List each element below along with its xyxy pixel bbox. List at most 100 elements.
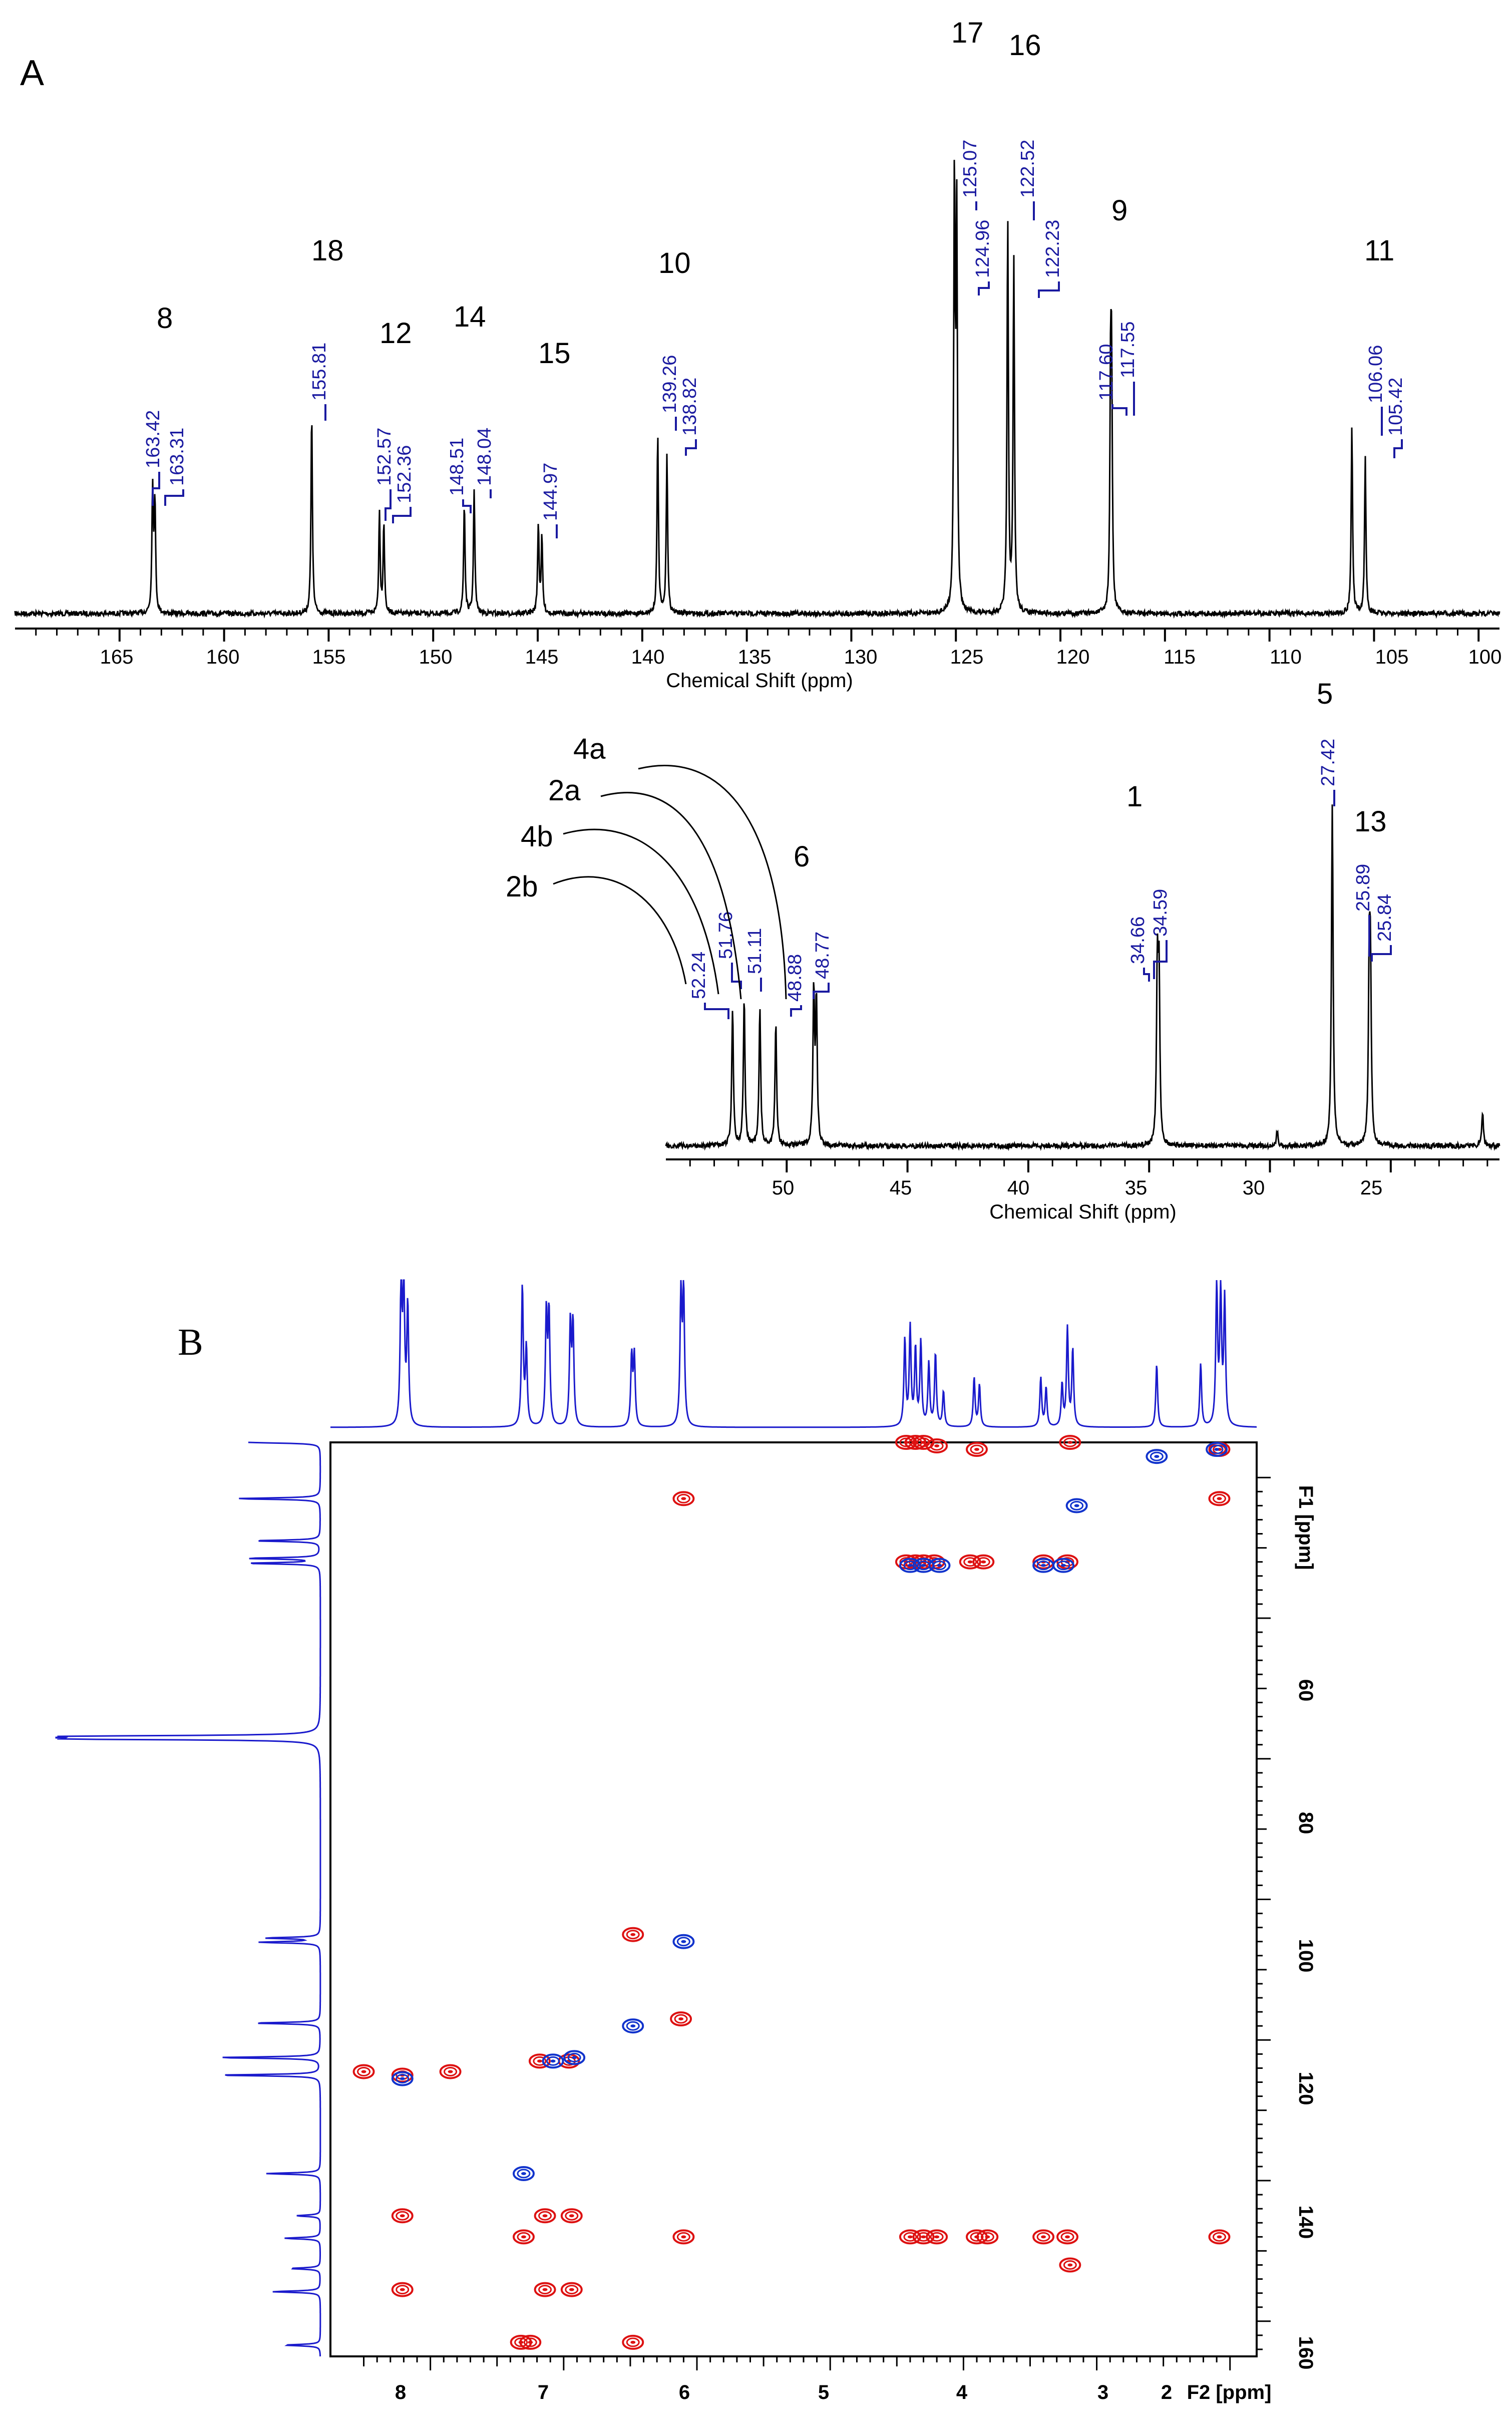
leader-152-36 xyxy=(392,507,412,523)
positive-contour-peak xyxy=(959,1554,981,1570)
atom-label-8: 8 xyxy=(157,302,173,335)
negative-contour-peak xyxy=(622,2018,644,2034)
contour-ring xyxy=(1060,2232,1074,2242)
contour-core xyxy=(1217,1497,1222,1500)
peak-label-48-77: 48.77 xyxy=(812,932,833,979)
contour-ring xyxy=(980,2232,994,2242)
tick-label-25: 25 xyxy=(1360,1177,1383,1199)
peak-label-106-06: 106.06 xyxy=(1365,345,1386,403)
contour-ring xyxy=(930,2232,944,2242)
projection-top-line xyxy=(330,1279,1257,1428)
peak-labels-top: 163.42 163.31 155.81 152.57 152.36 148.5… xyxy=(143,140,1406,521)
contour-ring xyxy=(560,2208,583,2224)
contour-ring xyxy=(1063,2260,1077,2270)
svg-text:106.06: 106.06 xyxy=(1365,345,1386,403)
peak-label-148-04: 148.04 xyxy=(474,428,495,486)
positive-contour-peak xyxy=(926,1438,948,1454)
atom-label-2b: 2b xyxy=(506,870,538,903)
contour-ring xyxy=(565,2285,579,2295)
contour-ring xyxy=(926,1438,948,1454)
tick-label-35: 35 xyxy=(1125,1177,1148,1199)
peak-label-117-55: 117.55 xyxy=(1117,322,1139,378)
svg-text:152.36: 152.36 xyxy=(394,445,415,503)
contour-ring xyxy=(391,2067,414,2083)
positive-contour-peak xyxy=(899,2229,921,2245)
contour-ring xyxy=(1208,2229,1231,2245)
peak-label-25-89: 25.89 xyxy=(1353,864,1374,912)
peak-label-163-31: 163.31 xyxy=(167,428,188,486)
peak-leaders-top xyxy=(152,201,1403,538)
positive-contour-peak xyxy=(560,2208,583,2224)
contour-ring xyxy=(676,1493,690,1503)
contour-ring xyxy=(972,1554,995,1570)
contour-core xyxy=(1041,2235,1046,2239)
leader-117-60 xyxy=(1111,404,1127,416)
positive-contour-peak xyxy=(391,2282,414,2297)
panel-a-letter: A xyxy=(20,53,44,93)
positive-contour-peak xyxy=(528,2053,551,2069)
svg-text:25.84: 25.84 xyxy=(1374,894,1395,942)
contour-ring xyxy=(512,2166,535,2181)
positive-contour-peak xyxy=(622,1927,644,1942)
atom-labels-bottom: 4a 2a 4b 2b 6 1 5 13 xyxy=(506,678,1387,903)
contour-core xyxy=(550,2059,556,2063)
atom-label-13: 13 xyxy=(1354,805,1387,838)
positive-contour-peak xyxy=(1032,2229,1055,2245)
positive-contour-peak xyxy=(512,2229,535,2245)
negative-contour-peak xyxy=(512,2166,535,2181)
svg-text:139.26: 139.26 xyxy=(659,355,680,413)
tick-label-45: 45 xyxy=(890,1177,912,1199)
leader-51-76 xyxy=(731,963,742,989)
f2-tick-label-3: 3 xyxy=(1097,2381,1108,2403)
svg-text:34.59: 34.59 xyxy=(1150,889,1171,937)
atom-label-6: 6 xyxy=(794,840,810,873)
svg-text:148.51: 148.51 xyxy=(447,438,468,496)
contour-core xyxy=(630,1933,636,1936)
tick-label-50: 50 xyxy=(772,1177,795,1199)
leader-122-23 xyxy=(1038,281,1060,298)
tick-label-110: 110 xyxy=(1270,646,1302,668)
leader-163-42 xyxy=(152,472,160,506)
contour-ring xyxy=(1210,1444,1224,1454)
contour-core xyxy=(907,2235,913,2239)
negative-contour-peak xyxy=(928,1558,951,1573)
leader-34-66 xyxy=(1143,968,1150,982)
peak-label-139-26: 139.26 xyxy=(659,355,680,413)
projection-left-13c xyxy=(55,1441,321,2357)
atom-labels-top: 8 18 12 14 15 10 17 16 9 11 xyxy=(157,17,1394,370)
contour-ring xyxy=(542,2053,564,2069)
contour-ring xyxy=(396,2285,410,2295)
positive-contour-peak xyxy=(534,2282,556,2297)
contour-ring xyxy=(1059,1435,1081,1450)
contour-core xyxy=(528,2340,533,2344)
contour-ring xyxy=(1212,1493,1226,1503)
f1-tick-label-140: 140 xyxy=(1295,2206,1317,2239)
f1-tick-label-120: 120 xyxy=(1295,2072,1317,2105)
contour-ring xyxy=(930,1441,944,1451)
contour-ring xyxy=(396,2073,410,2083)
contour-ring xyxy=(976,2229,999,2245)
contour-core xyxy=(907,1564,913,1567)
contour-ring xyxy=(1146,1449,1168,1464)
contour-core xyxy=(921,1441,926,1444)
peak-label-152-57: 152.57 xyxy=(374,428,395,486)
contour-ring xyxy=(546,2056,560,2066)
peak-label-51-11: 51.11 xyxy=(744,928,766,974)
peak-label-148-51: 148.51 xyxy=(447,438,468,496)
contour-core xyxy=(521,2235,526,2239)
arc-2a xyxy=(600,792,742,1000)
contour-core xyxy=(981,1560,986,1564)
contour-ring xyxy=(959,1554,981,1570)
negative-contour-peak xyxy=(1146,1449,1168,1464)
f2-axis-ticks xyxy=(363,2356,1231,2370)
svg-text:25.89: 25.89 xyxy=(1353,864,1374,912)
positive-contour-peak xyxy=(352,2064,375,2079)
svg-text:48.88: 48.88 xyxy=(785,954,806,1002)
tick-label-115: 115 xyxy=(1164,646,1196,668)
svg-text:138.82: 138.82 xyxy=(679,378,700,436)
contour-ring xyxy=(563,2050,586,2065)
positive-contour-peak xyxy=(519,2334,542,2350)
contour-ring xyxy=(917,2232,931,2242)
negative-contour-peak xyxy=(1052,1558,1075,1573)
svg-text:148.04: 148.04 xyxy=(474,428,495,486)
